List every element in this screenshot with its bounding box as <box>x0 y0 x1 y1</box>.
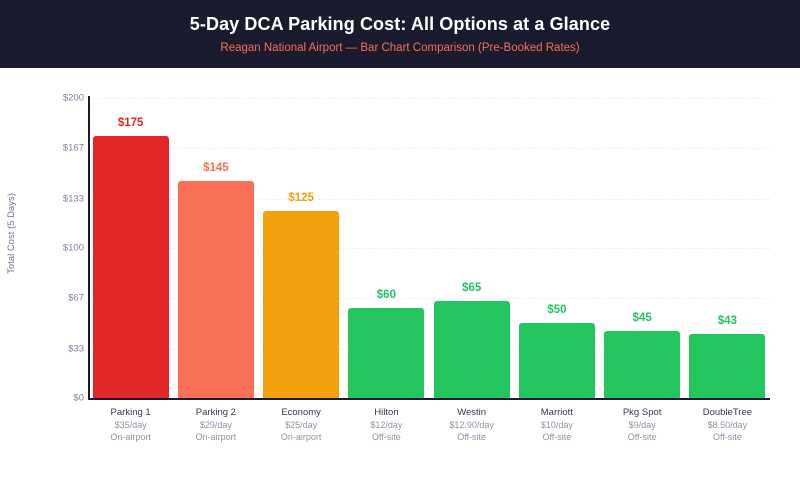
bar[interactable] <box>518 323 595 398</box>
category-location: Off-site <box>542 432 572 442</box>
category-location: Off-site <box>627 432 657 442</box>
chart-header: 5-Day DCA Parking Cost: All Options at a… <box>0 0 800 68</box>
category-daily-rate: $12/day <box>370 420 403 430</box>
x-axis-categories: Parking 1 $35/day On-airport Parking 2 $29/d… <box>88 406 770 443</box>
bar-value-label: $50 <box>547 304 567 316</box>
category-location: On-airport <box>110 432 151 442</box>
y-axis-tick-label: $67 <box>68 292 84 303</box>
x-axis-line <box>88 398 770 400</box>
bar-slot: $175 <box>88 98 173 398</box>
x-axis-category: Pkg Spot $9/day Off-site <box>600 406 685 443</box>
gridline <box>88 198 770 200</box>
bar-slot: $45 <box>600 98 685 398</box>
x-axis-category: DoubleTree $8.50/day Off-site <box>685 406 770 443</box>
y-axis-tick-label: $133 <box>62 193 84 204</box>
category-daily-rate: $9/day <box>628 420 656 430</box>
x-axis-category: Marriott $10/day Off-site <box>514 406 599 443</box>
category-name: Economy <box>281 407 321 418</box>
y-axis-tick-label: $200 <box>62 92 84 104</box>
bar-value-label: $60 <box>376 289 396 301</box>
category-daily-rate: $35/day <box>114 420 147 430</box>
category-daily-rate: $10/day <box>540 420 573 430</box>
category-name: Parking 1 <box>110 407 151 418</box>
bar-slot: $145 <box>173 98 258 398</box>
x-axis-category: Parking 1 $35/day On-airport <box>88 406 173 443</box>
category-name: Marriott <box>540 407 573 418</box>
category-name: Parking 2 <box>195 407 236 418</box>
y-axis-title-label: Total Cost (5 Days) <box>5 192 17 274</box>
bar-slot: $65 <box>429 98 514 398</box>
bar-slot: $50 <box>514 98 599 398</box>
y-axis-tick-label: $33 <box>68 343 84 354</box>
bar-value-label: $45 <box>632 311 652 324</box>
x-axis-category: Hilton $12/day Off-site <box>344 406 429 443</box>
y-axis-tick-label: $167 <box>62 142 84 153</box>
bar[interactable] <box>348 308 425 398</box>
bar-slot: $125 <box>259 98 344 398</box>
category-location: On-airport <box>280 432 322 442</box>
bar-value-label: $65 <box>462 281 482 294</box>
category-location: On-airport <box>195 432 237 442</box>
x-axis-category: Westin $12.90/day Off-site <box>429 406 514 443</box>
gridline <box>88 348 770 350</box>
y-axis-title: Total Cost (5 Days) <box>2 68 20 398</box>
x-axis-category: Parking 2 $29/day On-airport <box>173 406 258 443</box>
bar[interactable] <box>604 330 681 398</box>
page-title: 5-Day DCA Parking Cost: All Options at a… <box>189 14 611 34</box>
y-axis-ticks: $0 $33 $67 $100 $133 $167 $200 <box>20 93 84 404</box>
category-name: Hilton <box>374 407 399 418</box>
category-daily-rate: $25/day <box>285 420 318 430</box>
category-daily-rate: $29/day <box>199 420 232 430</box>
gridline <box>88 98 770 99</box>
gridline <box>88 147 770 149</box>
category-name: Pkg Spot <box>622 407 662 418</box>
category-daily-rate: $8.50/day <box>707 420 748 430</box>
category-location: Off-site <box>457 432 487 442</box>
y-axis-tick-label: $100 <box>62 242 84 254</box>
bar[interactable] <box>433 300 510 398</box>
category-daily-rate: $12.90/day <box>449 420 494 430</box>
x-axis-category: Economy $25/day On-airport <box>259 406 344 443</box>
bar[interactable] <box>177 180 254 398</box>
category-location: Off-site <box>712 432 742 442</box>
bar-value-label: $175 <box>117 116 144 129</box>
category-location: Off-site <box>371 432 401 442</box>
bar-series: $175 $145 $125 $60 $65 $50 $45 $43 <box>88 98 770 398</box>
y-axis-line <box>88 96 90 400</box>
category-name: DoubleTree <box>702 407 753 418</box>
bar-slot: $60 <box>344 98 429 398</box>
bar[interactable] <box>92 135 169 398</box>
plot-area: Total Cost (5 Days) $0 $33 $67 $100 $133 $167… <box>0 68 800 500</box>
category-name: Westin <box>457 407 487 418</box>
bar[interactable] <box>689 333 766 398</box>
bar[interactable] <box>263 210 340 398</box>
y-axis-tick-label: $0 <box>73 392 84 404</box>
gridline <box>88 297 770 299</box>
gridline <box>88 248 770 249</box>
bar-value-label: $43 <box>717 314 737 327</box>
bar-value-label: $145 <box>203 161 229 174</box>
chart-subtitle: Reagan National Airport — Bar Chart Comp… <box>220 42 580 54</box>
bar-slot: $43 <box>685 98 770 398</box>
bar-value-label: $125 <box>288 191 314 204</box>
